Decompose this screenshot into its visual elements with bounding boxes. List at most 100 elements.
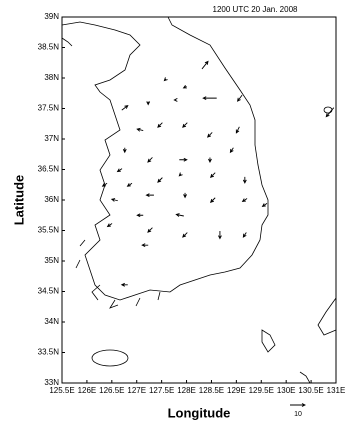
arrow-shaft: [136, 127, 144, 132]
wind-vector: [209, 172, 216, 178]
x-tick-label: 131E: [327, 386, 346, 395]
arrow-shaft: [182, 84, 187, 89]
arrow-shaft: [163, 77, 168, 82]
arrow-shaft: [121, 105, 129, 111]
wind-vector: [182, 84, 187, 89]
arrow-shaft: [183, 192, 187, 199]
y-axis-label: Latitude: [11, 175, 26, 226]
arrow-shaft: [106, 223, 113, 228]
wind-vector: [146, 101, 151, 106]
arrow-shaft: [136, 213, 144, 218]
arrow-shaft: [179, 157, 188, 162]
wind-vector: [201, 60, 209, 70]
arrow-shaft: [218, 231, 222, 240]
arrow-shaft: [261, 203, 268, 207]
wind-vector: [147, 157, 153, 163]
arrow-shaft: [242, 176, 247, 184]
arrow-shaft: [208, 157, 212, 163]
y-tick-label: 34.5N: [38, 287, 60, 296]
x-tick-label: 127E: [127, 386, 146, 395]
y-tick-label: 33N: [44, 378, 59, 387]
arrow-shaft: [202, 96, 217, 101]
wind-vector: [236, 94, 243, 102]
y-tick-label: 34N: [44, 317, 59, 326]
wind-vector: [126, 182, 133, 187]
y-tick-label: 37N: [44, 134, 59, 143]
arrow-shaft: [201, 60, 209, 70]
x-tick-label: 126E: [78, 386, 97, 395]
arrow-shaft: [122, 147, 127, 154]
wind-vector: [136, 213, 144, 218]
wind-vector: [242, 176, 247, 184]
y-tick-label: 37.5N: [38, 104, 60, 113]
arrow-shaft: [120, 282, 128, 287]
wind-vector: [106, 223, 113, 228]
arrow-shaft: [157, 122, 163, 128]
y-tick-label: 38N: [44, 73, 59, 82]
arrow-shaft: [229, 147, 234, 154]
reference-vector: [290, 403, 307, 407]
wind-vector: [179, 157, 188, 162]
wind-vector: [209, 197, 216, 203]
wind-vector: [175, 213, 184, 217]
x-tick-label: 130E: [277, 386, 296, 395]
arrow-shaft: [110, 198, 118, 202]
wind-vector: [208, 157, 212, 163]
wind-vector: [178, 172, 183, 177]
arrow-shaft: [209, 172, 216, 178]
wind-vector: [229, 147, 234, 154]
wind-vector: [136, 127, 144, 132]
x-tick-label: 128E: [177, 386, 196, 395]
wind-vector: [122, 147, 127, 154]
arrow-shaft: [146, 101, 151, 106]
arrow-shaft: [173, 98, 178, 102]
wind-vector: [182, 232, 188, 238]
arrow-shaft: [175, 213, 184, 217]
wind-vector: [182, 122, 188, 128]
wind-vector: [183, 192, 187, 199]
wind-vector: [242, 232, 247, 238]
x-tick-label: 129.5E: [249, 386, 274, 395]
y-tick-label: 36N: [44, 195, 59, 204]
y-tick-label: 35.5N: [38, 226, 60, 235]
x-tick-label: 125.5E: [49, 386, 74, 395]
wind-vector: [235, 126, 240, 134]
wind-vector: [241, 198, 248, 203]
wind-vector: [110, 198, 118, 202]
wind-vector: [157, 177, 163, 183]
wind-vector: [206, 132, 213, 138]
arrow-shaft: [206, 132, 213, 138]
arrow-shaft: [182, 122, 188, 128]
y-tick-label: 39N: [44, 12, 59, 21]
wind-vector: [218, 231, 222, 240]
arrow-shaft: [145, 193, 154, 198]
y-tick-label: 35N: [44, 256, 59, 265]
arrow-shaft: [147, 227, 153, 233]
arrow-shaft: [241, 198, 248, 203]
wind-vector: [145, 193, 154, 198]
arrow-shaft: [141, 243, 149, 248]
x-tick-label: 126.5E: [99, 386, 124, 395]
x-tick-label: 128.5E: [199, 386, 224, 395]
wind-vector: [147, 227, 153, 233]
arrow-shaft: [209, 197, 216, 203]
coastline: [61, 16, 337, 384]
plot-frame: [61, 16, 337, 384]
wind-vector: [325, 107, 335, 118]
chart-title: 1200 UTC 20 Jan. 2008: [213, 5, 298, 14]
wind-vector: [202, 96, 217, 101]
wind-vector: [261, 203, 268, 207]
y-tick-label: 38.5N: [38, 43, 60, 52]
arrow-shaft: [235, 126, 240, 134]
x-tick-label: 130.5E: [298, 386, 323, 395]
wind-vector: [120, 282, 128, 287]
arrow-shaft: [290, 403, 307, 407]
wind-vector: [163, 77, 168, 82]
arrow-shaft: [325, 107, 335, 118]
x-tick-label: 127.5E: [149, 386, 174, 395]
x-axis-label: Longitude: [168, 405, 231, 420]
wind-vector: [141, 243, 149, 248]
arrow-shaft: [178, 172, 183, 177]
arrow-shaft: [116, 168, 123, 173]
